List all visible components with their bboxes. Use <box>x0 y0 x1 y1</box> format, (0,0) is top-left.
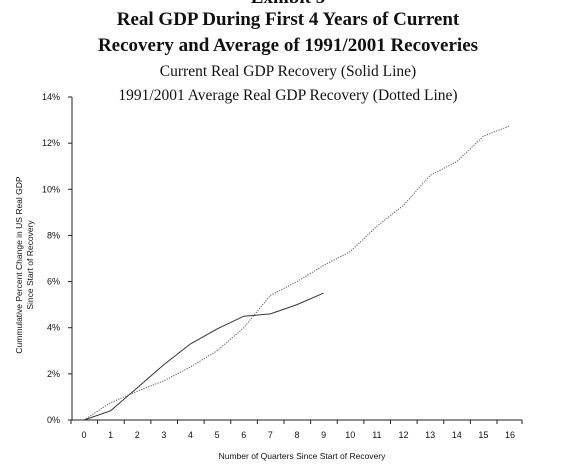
x-tick-label: 14 <box>452 430 462 440</box>
series-group <box>83 125 511 421</box>
y-axis-title-line-2: Since Start of Recovery <box>25 220 35 310</box>
chart-title-line-1: Real GDP During First 4 Years of Current <box>117 9 460 30</box>
y-tick-label: 14% <box>42 92 60 102</box>
y-axis-ticks: 0% 2% 4% 6% 8% 10% 12% 14% <box>42 92 72 425</box>
series-line-dotted <box>83 125 511 421</box>
y-tick-label: 12% <box>42 138 60 148</box>
y-axis-title: Cummulative Percent Change in US Real GD… <box>14 176 35 353</box>
chart-title-line-2: Recovery and Average of 1991/2001 Recove… <box>98 35 478 56</box>
y-axis-title-line-1: Cummulative Percent Change in US Real GD… <box>14 176 24 353</box>
x-tick-label: 1 <box>108 430 113 440</box>
x-tick-label: 9 <box>321 430 326 440</box>
x-axis-title: Number of Quarters Since Start of Recove… <box>219 451 387 461</box>
x-tick-label: 4 <box>188 430 193 440</box>
x-tick-label: 8 <box>294 430 299 440</box>
x-tick-label: 0 <box>81 430 86 440</box>
y-tick-label: 8% <box>47 230 60 240</box>
x-tick-label: 11 <box>372 430 381 440</box>
chart-subtitle-line-1: Current Real GDP Recovery (Solid Line) <box>160 63 416 80</box>
chart-title-top: Exhibit 5 <box>251 0 325 8</box>
title-block: Exhibit 5 Real GDP During First 4 Years … <box>98 0 478 104</box>
y-tick-label: 4% <box>47 323 60 333</box>
x-tick-label: 7 <box>268 430 273 440</box>
x-tick-label: 15 <box>478 430 488 440</box>
x-tick-label: 2 <box>135 430 140 440</box>
x-tick-label: 5 <box>215 430 220 440</box>
series-line-solid <box>83 292 324 421</box>
y-tick-label: 2% <box>47 369 60 379</box>
y-tick-label: 10% <box>42 184 60 194</box>
chart-subtitle-line-2: 1991/2001 Average Real GDP Recovery (Dot… <box>118 87 457 104</box>
y-tick-label: 0% <box>47 415 60 425</box>
x-tick-label: 6 <box>241 430 246 440</box>
x-tick-label: 3 <box>161 430 166 440</box>
x-tick-label: 13 <box>425 430 435 440</box>
x-tick-label: 10 <box>345 430 355 440</box>
x-axis-ticks: 0 1 2 3 4 5 6 7 8 9 10 11 12 13 14 15 16 <box>70 420 523 440</box>
x-tick-label: 12 <box>398 430 408 440</box>
x-tick-label: 16 <box>505 430 515 440</box>
y-tick-label: 6% <box>47 277 60 287</box>
